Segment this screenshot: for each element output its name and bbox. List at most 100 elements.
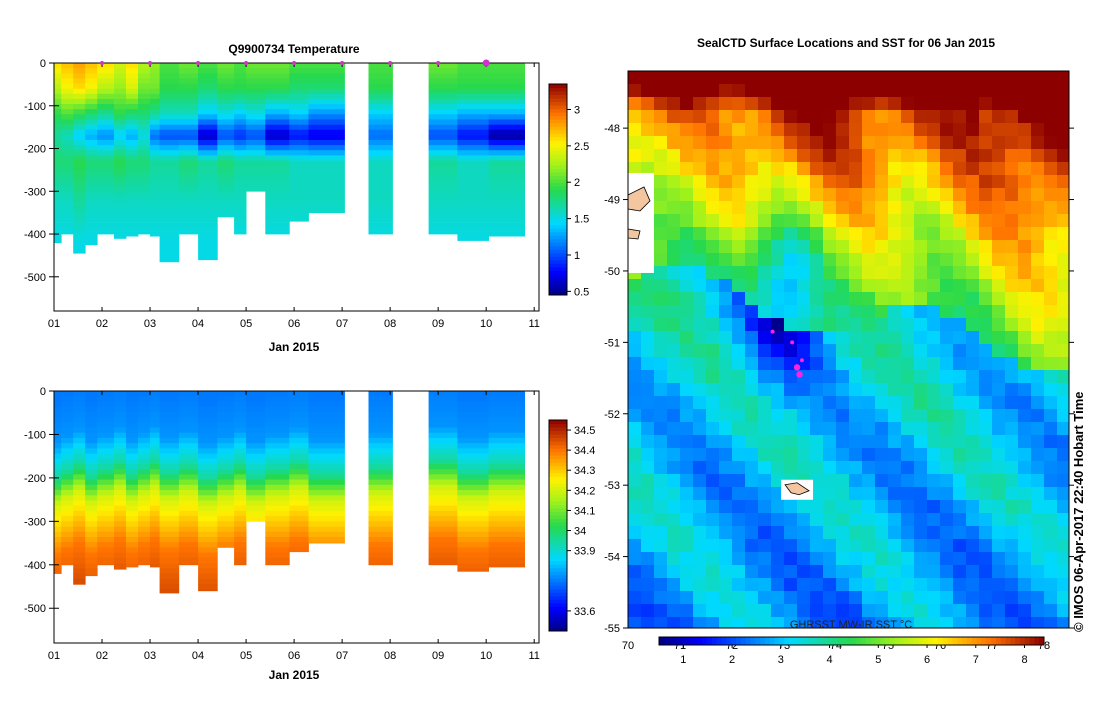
sst-cell: [849, 396, 863, 410]
heatmap-cell: [178, 93, 199, 100]
heatmap-cell: [289, 93, 309, 100]
sst-cell: [823, 591, 837, 605]
heatmap-cell: [265, 437, 290, 444]
heatmap-cell: [178, 417, 199, 423]
sst-cell: [836, 175, 850, 189]
sst-cell: [849, 617, 863, 628]
colorbar-segment: [549, 522, 567, 526]
sst-cell: [719, 604, 733, 618]
heatmap-cell: [217, 109, 235, 115]
heatmap-cell: [159, 160, 180, 166]
sst-cell: [927, 227, 941, 241]
heatmap-cell: [126, 557, 139, 564]
sst-cell: [1057, 435, 1069, 449]
heatmap-cell: [150, 191, 160, 197]
heatmap-cell: [114, 104, 127, 110]
heatmap-cell: [61, 495, 74, 501]
sst-cell: [927, 448, 941, 462]
sst-cell: [654, 435, 668, 449]
heatmap-cell: [61, 104, 74, 110]
sst-cell: [823, 175, 837, 189]
sst-cell: [836, 604, 850, 618]
sst-cell: [667, 279, 681, 293]
heatmap-cell: [150, 211, 160, 218]
sst-cell: [706, 292, 720, 306]
heatmap-cell: [265, 211, 290, 218]
heatmap-cell: [54, 479, 62, 486]
sst-cell: [1057, 97, 1069, 111]
sst-cell: [927, 201, 941, 215]
sst-colorbar-segment: [1019, 637, 1026, 645]
heatmap-cell: [54, 526, 62, 533]
sst-cell: [927, 370, 941, 384]
sst-cell: [992, 370, 1006, 384]
sst-cell: [706, 136, 720, 150]
heatmap-cell: [54, 474, 62, 480]
sst-cell: [914, 383, 928, 397]
sst-cell: [641, 565, 655, 579]
heatmap-cell: [457, 547, 489, 553]
sst-cell: [901, 500, 915, 514]
colorbar-segment: [549, 259, 567, 264]
sst-cell: [862, 448, 876, 462]
heatmap-cell: [54, 78, 62, 84]
heatmap-cell: [198, 63, 218, 69]
heatmap-cell: [265, 114, 290, 120]
sst-cell: [654, 383, 668, 397]
heatmap-cell: [308, 175, 345, 182]
heatmap-cell: [150, 484, 160, 491]
sst-colorbar-tick-label: 6: [924, 654, 930, 666]
salinity-x-axis: 01 02 03 04 05 06 07 08 09 10 11: [48, 391, 540, 662]
heatmap-cell: [265, 68, 290, 74]
sst-cell: [849, 240, 863, 254]
sst-cell: [979, 188, 993, 202]
sst-cell: [1018, 279, 1032, 293]
heatmap-cell: [159, 557, 180, 564]
heatmap-cell: [97, 140, 115, 146]
heatmap-cell: [234, 396, 247, 402]
heatmap-cell: [265, 191, 290, 197]
heatmap-cell: [234, 88, 247, 95]
sst-cell: [862, 513, 876, 527]
heatmap-cell: [265, 396, 290, 402]
heatmap-cell: [97, 216, 115, 223]
sst-cell: [667, 240, 681, 254]
sst-cell: [784, 123, 798, 137]
heatmap-cell: [73, 83, 86, 89]
sst-cell: [784, 97, 798, 111]
x-tick-label: 05: [240, 318, 252, 330]
sst-cell: [1018, 175, 1032, 189]
sst-cell: [940, 370, 954, 384]
seal-position: [796, 371, 803, 378]
heatmap-cell: [428, 93, 458, 100]
heatmap-cell: [126, 396, 139, 402]
sst-cell: [927, 331, 941, 345]
colorbar-segment: [549, 242, 567, 247]
sst-colorbar-tick-label: 7: [973, 654, 979, 666]
heatmap-cell: [198, 578, 218, 585]
temperature-panel: Q9900734 Temperature 01 02 03 04 05 06 07 08 09 1…: [24, 42, 589, 354]
heatmap-cell: [308, 391, 345, 397]
colorbar-segment: [549, 263, 567, 268]
sst-cell: [732, 71, 746, 85]
heatmap-cell: [114, 134, 127, 141]
sst-cell: [680, 266, 694, 280]
heatmap-cell: [265, 401, 290, 407]
sst-cell: [654, 84, 668, 98]
sst-cell: [784, 175, 798, 189]
heatmap-cell: [73, 211, 86, 218]
heatmap-cell: [217, 170, 235, 177]
heatmap-cell: [428, 114, 458, 120]
heatmap-cell: [308, 83, 345, 89]
heatmap-cell: [457, 417, 489, 423]
heatmap-cell: [114, 63, 127, 69]
sst-cell: [966, 123, 980, 137]
sst-cell: [1031, 474, 1045, 488]
sst-cell: [706, 331, 720, 345]
sst-cell: [914, 565, 928, 579]
sst-cell: [667, 578, 681, 592]
sst-cell: [667, 539, 681, 553]
colorbar-frame: [548, 83, 568, 296]
heatmap-cell: [178, 464, 199, 470]
heatmap-cell: [159, 432, 180, 439]
